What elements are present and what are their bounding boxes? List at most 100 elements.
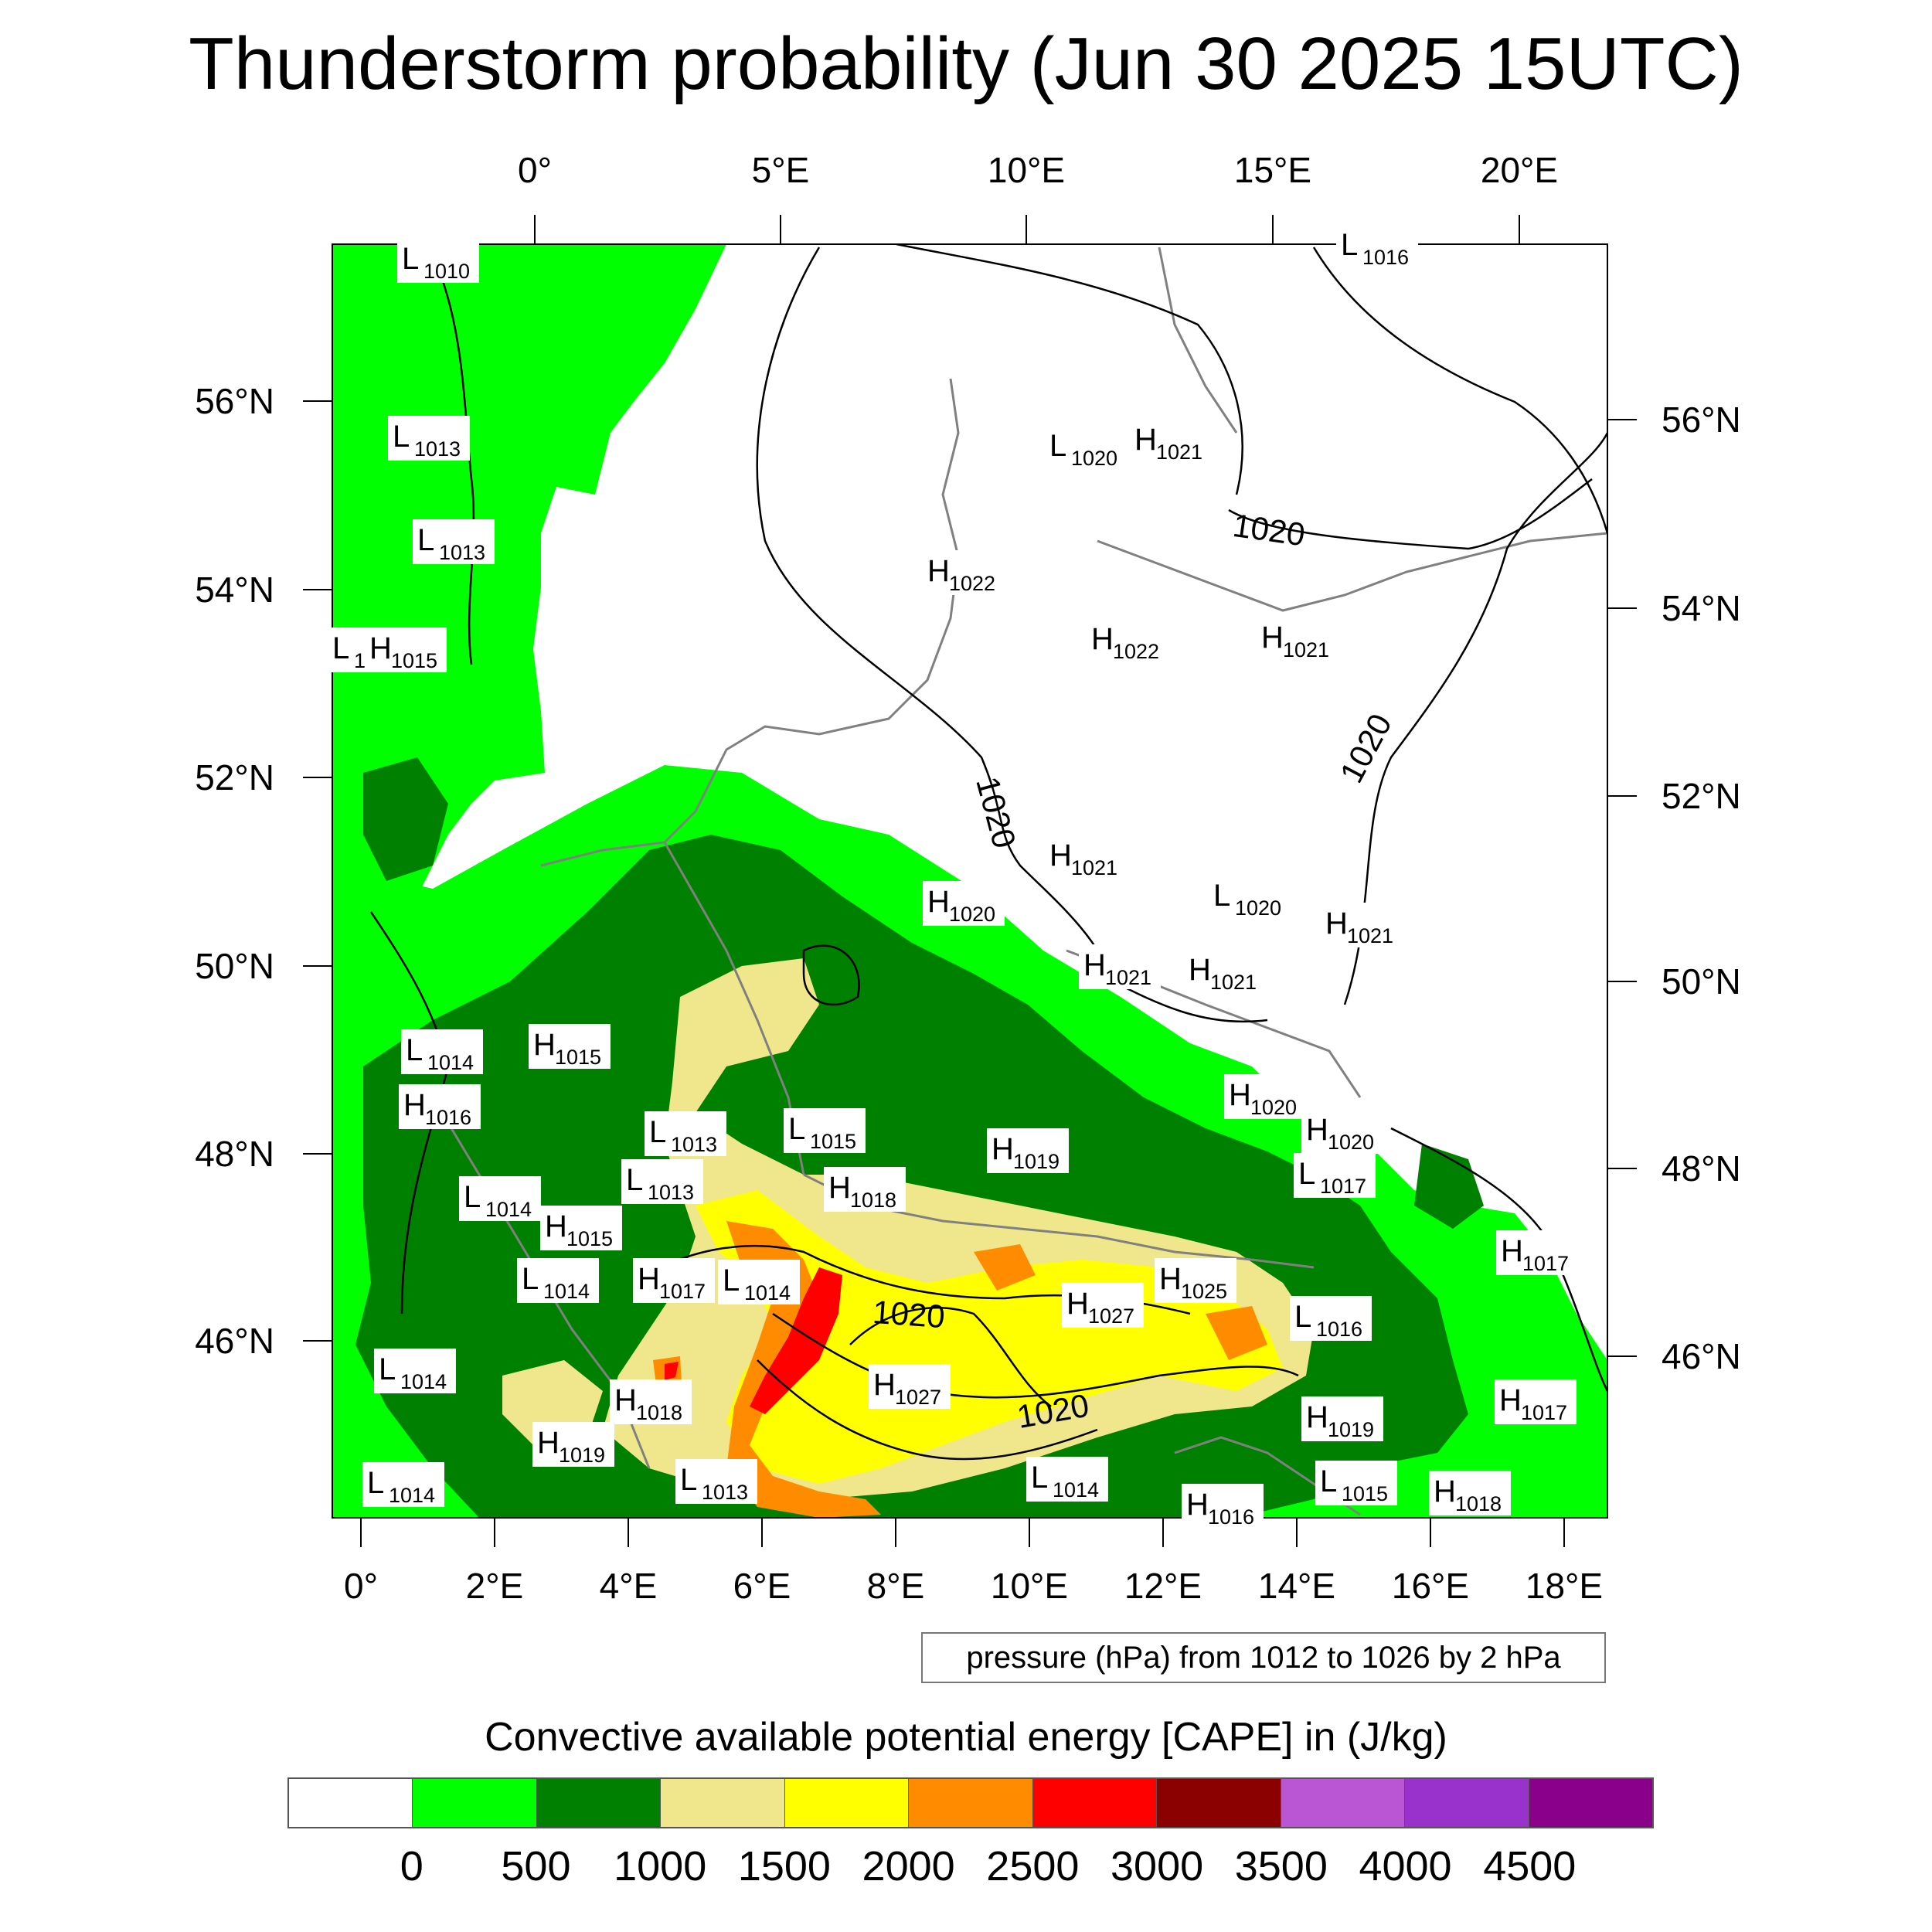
- pressure-label-box: [388, 416, 470, 461]
- high-pressure-marker: H 1020: [923, 881, 1005, 926]
- pressure-center-letter: H: [614, 1383, 637, 1417]
- pressure-center-value: 1015: [810, 1130, 856, 1153]
- low-pressure-marker: L 1017: [1294, 1153, 1376, 1198]
- pressure-center-value: 1014: [427, 1051, 474, 1074]
- pressure-center-value: 1015: [566, 1227, 613, 1250]
- pressure-label-box: [1290, 1296, 1372, 1341]
- pressure-center-letter: H: [537, 1426, 560, 1460]
- pressure-center-letter: L: [379, 1352, 396, 1386]
- pressure-label-box: [633, 1258, 715, 1303]
- pressure-center-letter: L: [406, 1033, 423, 1067]
- pressure-label-box: [1336, 224, 1418, 269]
- colorbar-label: 3000: [1111, 1843, 1204, 1889]
- colorbar-cell: [1529, 1779, 1652, 1827]
- isobar-far-west: [431, 254, 475, 665]
- low-pressure-marker: L 1014: [374, 1349, 456, 1393]
- pressure-center-letter: H: [1091, 622, 1114, 656]
- pressure-center-value: 1016: [1362, 246, 1409, 269]
- colorbar-title: Convective available potential energy [C…: [485, 1715, 1447, 1760]
- pressure-label-box: [1045, 425, 1127, 470]
- pressure-center-letter: H: [1229, 1078, 1251, 1112]
- pressure-label-box: [1130, 419, 1212, 464]
- pressure-label-box: [923, 881, 1005, 926]
- high-pressure-marker: H 1021: [1130, 419, 1212, 464]
- bottom-lon-label: 12°E: [1124, 1566, 1202, 1606]
- high-pressure-marker: H 1019: [1301, 1396, 1383, 1441]
- map-title: Thunderstorm probability (Jun 30 2025 15…: [189, 22, 1743, 105]
- colorbar-label: 1500: [737, 1843, 831, 1889]
- colorbar-cell: [1281, 1779, 1406, 1827]
- pressure-center-letter: L: [1298, 1157, 1315, 1191]
- low-pressure-marker: L 1016: [1336, 224, 1418, 269]
- colorbar-label: 2000: [862, 1843, 955, 1889]
- colorbar-cell: [536, 1779, 662, 1827]
- pressure-center-letter: L: [626, 1163, 643, 1197]
- cape-2000-2500-patch-3: [1206, 1306, 1267, 1360]
- high-pressure-marker: H 1018: [1429, 1471, 1511, 1515]
- colorbar-label: 500: [501, 1843, 571, 1889]
- high-pressure-marker: H 1015: [540, 1206, 622, 1250]
- top-ticks: [534, 215, 1520, 244]
- left-lat-label: 50°N: [195, 946, 274, 986]
- pressure-center-value: 1017: [1521, 1401, 1567, 1424]
- bottom-ticks: [360, 1518, 1565, 1547]
- left-lat-label: 48°N: [195, 1134, 274, 1174]
- bottom-lon-label: 2°E: [466, 1566, 524, 1606]
- pressure-center-letter: H: [1186, 1488, 1209, 1522]
- low-pressure-marker: L 1014: [459, 1176, 541, 1221]
- pressure-center-letter: L: [723, 1264, 740, 1298]
- high-pressure-marker: H 1021: [1184, 949, 1266, 994]
- pressure-center-value: 1: [354, 649, 366, 672]
- pressure-label-box: [459, 1176, 541, 1221]
- pressure-center-value: 1017: [1522, 1252, 1569, 1275]
- colorbar-cell: [784, 1779, 910, 1827]
- colorbar-label: 1000: [614, 1843, 707, 1889]
- cape-2000-2500-region: [726, 1221, 881, 1518]
- pressure-center-value: 1016: [1316, 1318, 1362, 1341]
- top-lon-label: 5°E: [752, 150, 810, 190]
- top-lon-label: 10°E: [988, 150, 1065, 190]
- pressure-label-box: [374, 1349, 456, 1393]
- pressure-center-value: 1014: [1053, 1478, 1099, 1502]
- high-pressure-marker: H 1015: [529, 1024, 611, 1069]
- pressure-center-value: 1016: [1208, 1505, 1254, 1529]
- isobar-1020-baltic: [1228, 478, 1593, 550]
- top-lon-label: 20°E: [1481, 150, 1558, 190]
- pressure-center-letter: H: [927, 885, 950, 919]
- top-lon-labels: 0° 5°E 10°E 15°E 20°E: [518, 150, 1558, 190]
- pressure-center-value: 1027: [1088, 1304, 1134, 1328]
- cape-2500-3000-spot: [665, 1362, 679, 1380]
- isobar-south-2: [772, 1312, 1299, 1399]
- pressure-center-letter: L: [1320, 1464, 1337, 1498]
- pressure-center-value: 1020: [1235, 896, 1281, 920]
- pressure-label-box: [1184, 949, 1266, 994]
- isobar-central-loop: [802, 944, 860, 1006]
- pressure-label-box: [1079, 944, 1161, 989]
- high-pressure-marker: H 1021: [1079, 944, 1161, 989]
- pressure-label-box: [784, 1108, 866, 1153]
- pressure-label-box: [397, 238, 479, 283]
- pressure-center-value: 1021: [1156, 440, 1202, 464]
- high-pressure-marker: H 1021: [1257, 617, 1338, 662]
- contour-info-box: pressure (hPa) from 1012 to 1026 by 2 hP…: [921, 1632, 1606, 1683]
- pressure-center-letter: H: [1325, 906, 1348, 940]
- pressure-center-letter: L: [788, 1112, 805, 1146]
- pressure-center-value: 1015: [391, 649, 437, 672]
- pressure-center-value: 1020: [949, 903, 995, 926]
- pressure-center-value: 1013: [439, 541, 485, 564]
- pressure-center-value: 1015: [1342, 1482, 1388, 1505]
- pressure-label-box: [540, 1206, 622, 1250]
- colorbar-label: 3500: [1234, 1843, 1328, 1889]
- pressure-center-value: 1014: [389, 1484, 435, 1507]
- bottom-lon-label: 6°E: [733, 1566, 791, 1606]
- contour-label: 1020: [872, 1294, 946, 1335]
- pressure-center-value: 1013: [671, 1133, 717, 1156]
- pressure-label-box: [1045, 835, 1127, 879]
- right-lat-label: 56°N: [1662, 400, 1741, 440]
- pressure-center-letter: H: [1261, 621, 1284, 655]
- pressure-center-value: 1020: [1250, 1096, 1297, 1119]
- pressure-center-letter: L: [649, 1115, 666, 1149]
- pressure-label-box: [1315, 1461, 1397, 1505]
- pressure-center-letter: H: [369, 631, 392, 665]
- pressure-center-letter: H: [533, 1028, 556, 1062]
